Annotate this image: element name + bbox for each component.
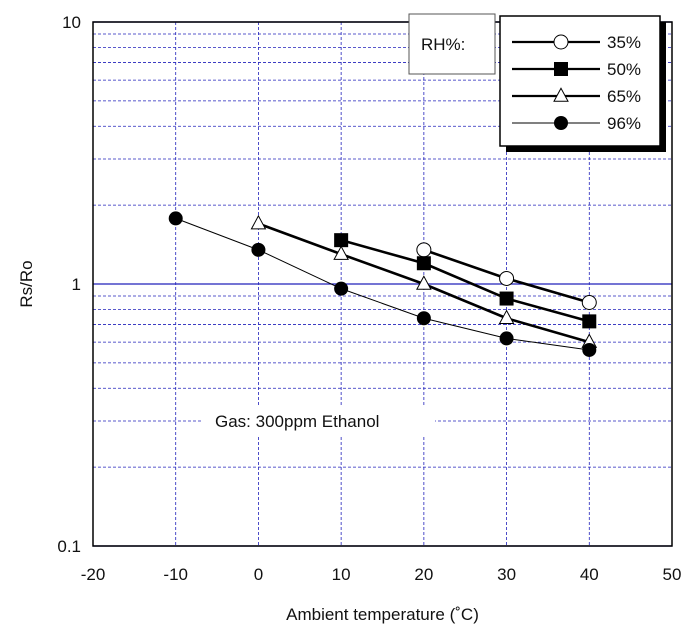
marker-triangle-open bbox=[416, 275, 432, 290]
marker-circle-open bbox=[416, 242, 432, 258]
marker-circle-filled bbox=[499, 331, 514, 346]
marker-square-filled bbox=[554, 62, 568, 76]
marker-circle-filled bbox=[582, 342, 597, 357]
series-96pct bbox=[168, 211, 597, 357]
marker-square-filled bbox=[499, 291, 514, 306]
x-axis-title: Ambient temperature (˚C) bbox=[286, 605, 479, 624]
legend-title: RH%: bbox=[421, 35, 465, 54]
plot-frame bbox=[92, 21, 673, 547]
marker-circle-filled bbox=[251, 242, 266, 257]
series-line bbox=[175, 217, 590, 351]
marker-circle-filled bbox=[416, 311, 431, 326]
legend-box bbox=[499, 15, 661, 147]
legend-label: 96% bbox=[607, 114, 641, 133]
legend: RH%: 35% 50% 65% 96% bbox=[408, 13, 666, 152]
x-tick-label: 10 bbox=[332, 565, 351, 584]
gas-annotation-text: Gas: 300ppm Ethanol bbox=[215, 412, 379, 431]
x-tick-labels: -20 -10 0 10 20 30 40 50 bbox=[81, 565, 682, 584]
marker-circle-filled bbox=[168, 211, 183, 226]
marker-circle-open bbox=[581, 294, 597, 310]
legend-label: 50% bbox=[607, 60, 641, 79]
legend-entries: 35% 50% 65% 96% bbox=[512, 33, 641, 133]
legend-entry: 35% bbox=[512, 33, 641, 52]
legend-entry: 96% bbox=[512, 114, 641, 133]
series-line bbox=[340, 238, 590, 323]
gas-annotation-background bbox=[203, 406, 435, 436]
data-series bbox=[168, 211, 598, 357]
series-35pct bbox=[416, 242, 597, 310]
x-tick-label: 50 bbox=[663, 565, 682, 584]
marker-circle-filled bbox=[554, 116, 568, 130]
y-tick-label: 1 bbox=[72, 275, 81, 294]
gas-annotation: Gas: 300ppm Ethanol bbox=[203, 406, 435, 436]
legend-label: 65% bbox=[607, 87, 641, 106]
legend-entry: 50% bbox=[512, 60, 641, 79]
x-tick-label: -10 bbox=[163, 565, 188, 584]
y-tick-labels: 0.1 1 10 bbox=[57, 13, 81, 556]
x-tick-label: 20 bbox=[414, 565, 433, 584]
legend-entry: 65% bbox=[512, 87, 641, 106]
marker-circle-open bbox=[499, 270, 515, 286]
x-tick-label: -20 bbox=[81, 565, 106, 584]
marker-circle-open bbox=[553, 34, 569, 50]
marker-circle-filled bbox=[334, 281, 349, 296]
marker-triangle-open bbox=[250, 214, 267, 230]
marker-triangle-open bbox=[333, 245, 349, 260]
y-tick-label: 10 bbox=[62, 13, 81, 32]
y-axis-title: Rs/Ro bbox=[17, 260, 36, 307]
legend-title-box bbox=[408, 13, 496, 75]
legend-label: 35% bbox=[607, 33, 641, 52]
marker-triangle-open bbox=[498, 309, 515, 325]
series-50pct bbox=[334, 233, 597, 329]
x-tick-label: 0 bbox=[254, 565, 263, 584]
y-tick-label: 0.1 bbox=[57, 537, 81, 556]
marker-square-filled bbox=[334, 233, 349, 248]
marker-square-filled bbox=[416, 256, 431, 271]
marker-square-filled bbox=[582, 314, 597, 329]
x-tick-label: 40 bbox=[580, 565, 599, 584]
marker-triangle-open bbox=[553, 87, 569, 102]
x-tick-label: 30 bbox=[497, 565, 516, 584]
